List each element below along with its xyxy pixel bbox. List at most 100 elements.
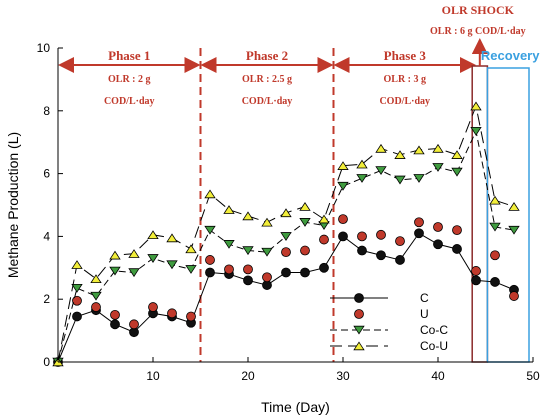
phase-olr-unit: COD/L·day xyxy=(242,96,293,107)
data-point xyxy=(205,255,215,265)
phase-olr-label: OLR : 2 g xyxy=(108,74,151,85)
data-point xyxy=(109,266,121,276)
data-point xyxy=(489,195,501,205)
series-u xyxy=(72,214,519,330)
data-point xyxy=(280,232,292,241)
legend-entry-c: C xyxy=(330,291,429,305)
x-tick-label: 40 xyxy=(431,369,445,383)
y-tick-label: 4 xyxy=(43,229,50,243)
legend: CU Co-C Co-U xyxy=(330,291,448,353)
data-point xyxy=(508,225,520,235)
phase-annotations: Phase 1 OLR : 2 g COD/L·day Phase 2 OLR : 2.… xyxy=(58,3,540,363)
data-point xyxy=(395,255,405,265)
data-point xyxy=(414,228,424,239)
y-tick-label: 8 xyxy=(43,104,50,118)
axes: 0 2 4 6 8 10 10 20 30 40 50 Time (Day) Methane Produ… xyxy=(5,41,540,415)
data-point xyxy=(167,308,177,319)
data-point xyxy=(433,239,443,250)
phase-olr-unit: COD/L·day xyxy=(379,96,430,107)
data-point xyxy=(470,101,482,111)
data-point xyxy=(452,225,462,236)
data-point xyxy=(471,275,481,286)
data-point xyxy=(109,250,121,260)
data-point xyxy=(281,267,291,278)
data-point xyxy=(376,229,386,240)
data-point xyxy=(471,266,481,276)
series-layer xyxy=(52,101,520,367)
phase-olr-label: OLR : 2.5 g xyxy=(242,74,292,85)
data-point xyxy=(299,202,311,211)
data-point xyxy=(71,283,83,293)
data-point xyxy=(357,231,367,242)
data-point xyxy=(451,167,463,177)
data-point xyxy=(337,161,349,170)
data-point xyxy=(508,202,520,211)
phase-title: Phase 1 xyxy=(108,48,150,63)
legend-label: Co-U xyxy=(420,339,448,353)
data-point xyxy=(338,214,348,225)
y-tick-label: 6 xyxy=(43,167,50,181)
data-point xyxy=(413,145,425,155)
data-point xyxy=(353,325,365,335)
data-point xyxy=(394,175,406,185)
phase-olr-unit: COD/L·day xyxy=(104,96,155,107)
data-point xyxy=(242,211,254,221)
data-point xyxy=(110,319,120,330)
data-point xyxy=(354,293,364,303)
data-point xyxy=(470,126,482,136)
data-point xyxy=(128,268,140,278)
data-point xyxy=(110,309,120,320)
data-point xyxy=(375,166,387,176)
data-point xyxy=(204,189,216,199)
data-point xyxy=(223,240,235,249)
recovery-label: Recovery xyxy=(481,48,540,63)
data-point xyxy=(414,217,424,228)
data-point xyxy=(432,163,444,172)
data-point xyxy=(299,218,311,227)
data-point xyxy=(261,217,273,227)
data-point xyxy=(72,295,82,306)
data-point xyxy=(281,247,291,258)
legend-label: Co-C xyxy=(420,323,448,337)
data-point xyxy=(413,174,425,183)
data-point xyxy=(318,214,330,224)
data-point xyxy=(376,250,386,261)
legend-label: C xyxy=(420,291,429,305)
shock-title: OLR SHOCK xyxy=(442,3,515,17)
legend-entry-co-u: Co-U xyxy=(330,339,448,353)
data-point xyxy=(147,230,159,240)
data-point xyxy=(300,267,310,278)
data-point xyxy=(356,159,368,169)
data-point xyxy=(394,150,406,159)
legend-entry-co-c: Co-C xyxy=(330,323,448,337)
data-point xyxy=(354,309,364,319)
phase-title: Phase 2 xyxy=(246,48,288,63)
x-axis-title: Time (Day) xyxy=(261,399,330,415)
phase-title: Phase 3 xyxy=(384,48,427,63)
data-point xyxy=(356,174,368,183)
data-point xyxy=(490,277,500,287)
data-point xyxy=(433,222,443,232)
shock-olr-label: OLR : 6 g COD/L·day xyxy=(430,26,526,37)
y-axis-title: Methane Production (L) xyxy=(5,132,21,278)
legend-entry-u: U xyxy=(354,307,429,321)
data-point xyxy=(280,208,292,218)
phase-olr-label: OLR : 3 g xyxy=(384,74,427,85)
data-point xyxy=(395,236,405,247)
x-tick-label: 20 xyxy=(241,369,255,383)
data-point xyxy=(166,260,178,270)
data-point xyxy=(204,225,216,235)
legend-label: U xyxy=(420,307,429,321)
data-point xyxy=(185,244,197,254)
data-point xyxy=(490,250,500,261)
data-point xyxy=(185,265,197,274)
data-point xyxy=(242,246,254,256)
data-point xyxy=(90,291,102,301)
series-co-c xyxy=(52,126,520,367)
data-point xyxy=(186,311,196,322)
data-point xyxy=(243,264,253,275)
data-point xyxy=(129,319,139,330)
data-point xyxy=(243,275,253,286)
data-point xyxy=(338,231,348,242)
